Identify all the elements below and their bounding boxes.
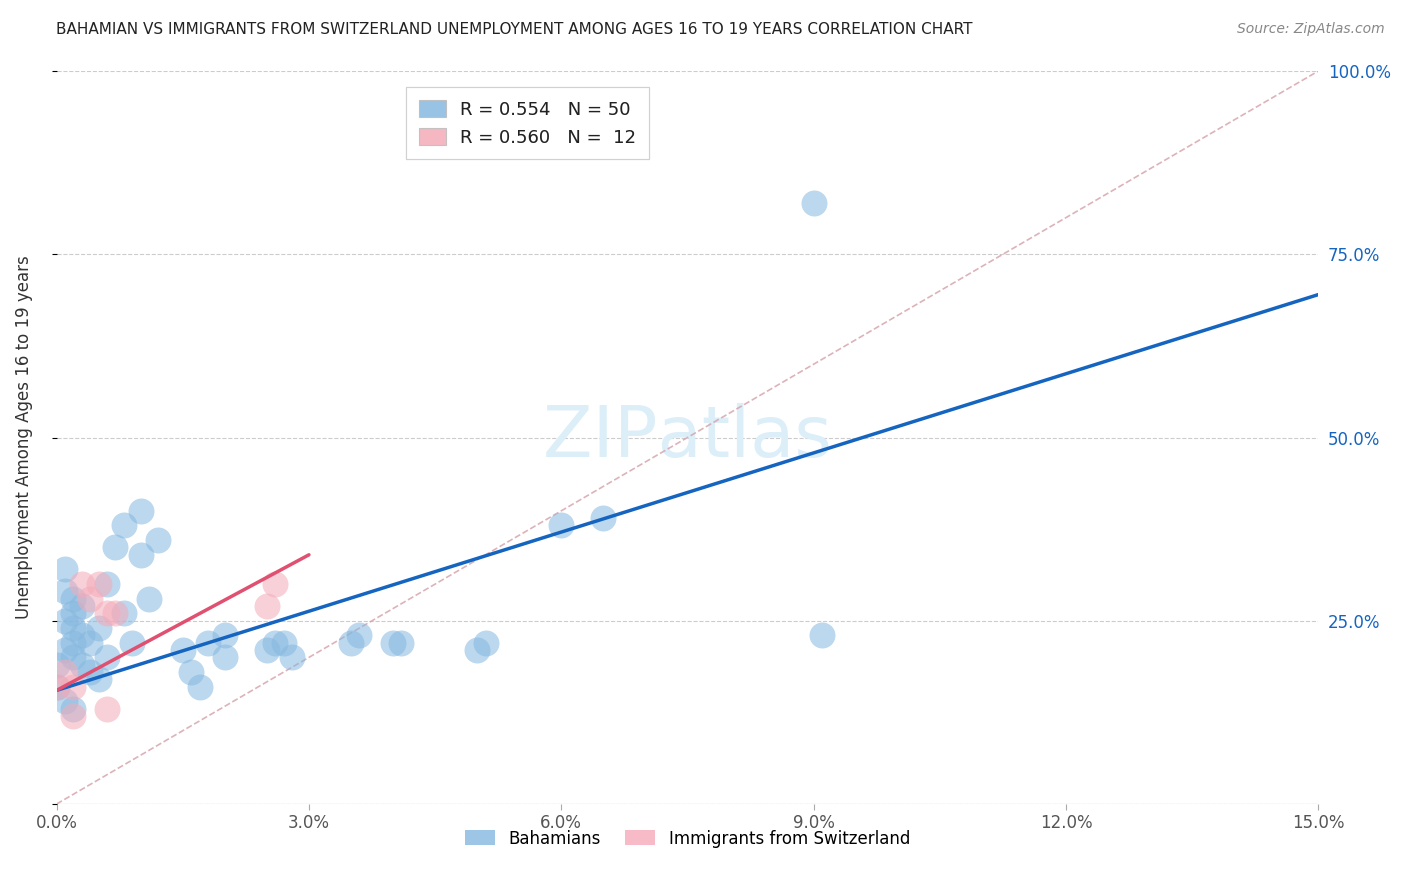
Point (112, 607, 135, 621)
Text: Source: ZipAtlas.com: Source: ZipAtlas.com (1237, 22, 1385, 37)
Point (172, 643, 194, 657)
Point (197, 636, 219, 650)
Point (803, 196, 825, 211)
Point (70, 628, 93, 642)
Point (70, 657, 93, 672)
Legend: R = 0.554   N = 50, R = 0.560   N =  12: R = 0.554 N = 50, R = 0.560 N = 12 (406, 87, 650, 160)
Point (53, 665, 76, 679)
Point (256, 643, 278, 657)
Y-axis label: Unemployment Among Ages 16 to 19 years: Unemployment Among Ages 16 to 19 years (15, 256, 32, 619)
Point (112, 518, 135, 533)
Point (138, 591, 160, 606)
Point (96, 607, 118, 621)
Point (62, 650, 84, 665)
Point (96, 702, 118, 716)
Point (62, 702, 84, 716)
Point (70, 577, 93, 591)
Point (79, 636, 101, 650)
Text: BAHAMIAN VS IMMIGRANTS FROM SWITZERLAND UNEMPLOYMENT AMONG AGES 16 TO 19 YEARS C: BAHAMIAN VS IMMIGRANTS FROM SWITZERLAND … (56, 22, 973, 37)
Point (550, 518, 572, 533)
Point (104, 607, 127, 621)
Point (62, 709, 84, 723)
Point (45, 680, 67, 694)
Point (264, 577, 287, 591)
Point (53, 694, 76, 708)
Point (87, 673, 110, 687)
Point (62, 607, 84, 621)
Point (340, 636, 363, 650)
Point (45, 657, 67, 672)
Point (465, 643, 488, 657)
Point (349, 628, 371, 642)
Point (129, 548, 152, 562)
Point (214, 628, 236, 642)
Point (79, 591, 101, 606)
Point (87, 577, 110, 591)
Point (96, 577, 118, 591)
Point (382, 636, 405, 650)
Point (62, 621, 84, 635)
Point (62, 636, 84, 650)
Point (256, 599, 278, 613)
Point (391, 636, 413, 650)
Point (62, 680, 84, 694)
Point (104, 541, 127, 555)
Point (474, 636, 496, 650)
Point (121, 636, 143, 650)
Point (96, 650, 118, 665)
Point (129, 504, 152, 518)
Point (79, 665, 101, 679)
Point (188, 680, 211, 694)
Point (62, 591, 84, 606)
Point (53, 584, 76, 599)
Point (53, 562, 76, 576)
Text: ZIP​atlas: ZIP​atlas (543, 403, 832, 472)
Point (811, 628, 834, 642)
Point (592, 511, 614, 525)
Point (180, 665, 202, 679)
Point (281, 650, 304, 665)
Point (87, 621, 110, 635)
Point (146, 533, 169, 548)
Point (53, 643, 76, 657)
Point (53, 614, 76, 628)
Point (264, 636, 287, 650)
Point (273, 636, 295, 650)
Point (214, 650, 236, 665)
Point (70, 599, 93, 613)
Point (45, 680, 67, 694)
